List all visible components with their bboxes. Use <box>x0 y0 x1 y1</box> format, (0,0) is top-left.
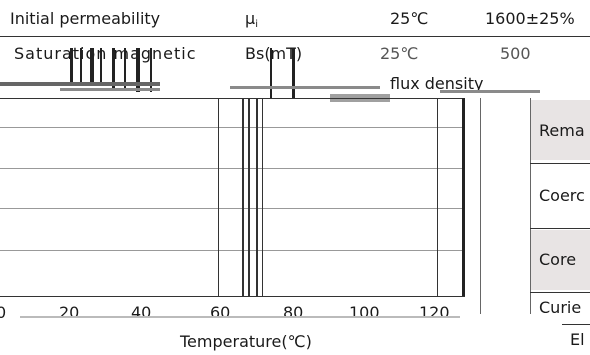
row1-condition: 25℃ <box>390 9 429 28</box>
right-row-label: Rema <box>539 121 585 140</box>
glitch-band <box>440 90 540 93</box>
right-row-label: Curie <box>539 298 582 317</box>
glitch-artifact <box>112 48 115 88</box>
x-tick-label: 40 <box>131 303 152 322</box>
x-tick-label: 60 <box>210 303 231 322</box>
right-row-divider <box>530 163 590 164</box>
grid-line-v <box>462 98 465 296</box>
x-tick-label: 20 <box>59 303 80 322</box>
grid-line-v <box>437 98 438 296</box>
right-bottom-label: El <box>570 330 585 349</box>
glitch-artifact <box>292 48 295 98</box>
row-divider <box>0 36 590 37</box>
glitch-artifact <box>90 48 94 82</box>
glitch-artifact <box>150 48 152 92</box>
glitch-artifact <box>136 48 140 92</box>
right-row-label: Core <box>539 250 577 269</box>
right-panel-border <box>480 98 481 314</box>
row2-value: 500 <box>500 44 531 63</box>
row2-condition: 25℃ <box>380 44 419 63</box>
grid-line-v <box>242 98 244 296</box>
right-panel-shade <box>531 100 590 160</box>
right-row-divider <box>530 292 590 293</box>
chart-bottom-border <box>0 296 465 297</box>
glitch-band <box>60 88 160 91</box>
grid-line-v <box>262 98 263 296</box>
glitch-band <box>0 82 160 86</box>
grid-line-v <box>218 98 219 296</box>
glitch-artifact <box>80 48 82 82</box>
row1-param: Initial permeability <box>10 9 161 28</box>
grid-line-v <box>248 98 250 296</box>
grid-line <box>0 168 465 169</box>
row2-param: Saturation magnetic <box>14 44 197 63</box>
right-bottom-rule <box>562 324 590 325</box>
glitch-artifact <box>70 48 73 82</box>
x-tick-label: 120 <box>419 303 450 322</box>
row2-condition-line2: flux density <box>390 74 484 93</box>
grid-line <box>0 127 465 128</box>
x-tick-label: 100 <box>349 303 380 322</box>
grid-line <box>0 250 465 251</box>
x-tick-label: 80 <box>283 303 304 322</box>
glitch-band <box>20 316 460 318</box>
right-panel-border <box>530 98 531 314</box>
row1-value: 1600±25% <box>485 9 575 28</box>
glitch-artifact <box>124 48 126 88</box>
glitch-band <box>230 86 380 89</box>
right-panel-shade <box>531 230 590 290</box>
right-row-divider <box>530 228 590 229</box>
x-axis-label: Temperature(℃) <box>180 332 312 351</box>
x-tick-label: 0 <box>0 303 7 322</box>
glitch-artifact <box>270 48 272 98</box>
row2-symbol: Bs(mT) <box>245 44 303 63</box>
row1-symbol: μi <box>245 9 258 30</box>
chart-top-border <box>0 98 465 99</box>
glitch-artifact <box>100 48 102 82</box>
grid-line <box>0 208 465 209</box>
right-row-label: Coerc <box>539 186 585 205</box>
grid-line-v <box>256 98 258 296</box>
